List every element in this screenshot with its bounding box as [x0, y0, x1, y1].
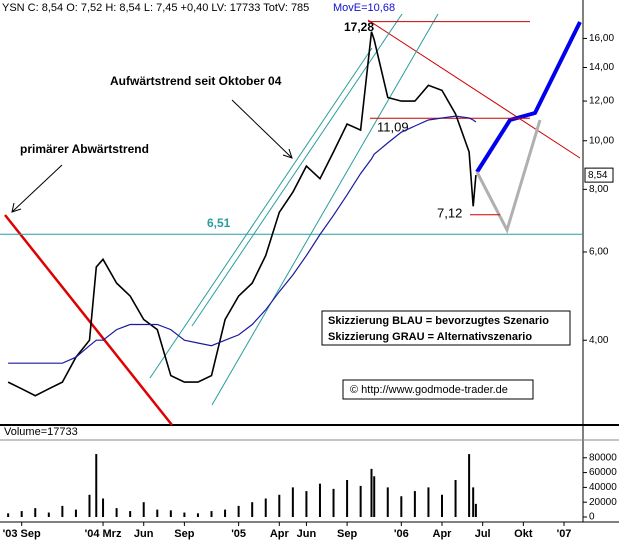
y-tick-label: 16,00 — [589, 33, 614, 44]
volume-tick-label: 60000 — [589, 467, 617, 478]
volume-bar — [61, 505, 64, 517]
y-tick-label: 10,00 — [589, 135, 614, 146]
channel-mid — [149, 47, 373, 379]
x-tick-label: '04 Mrz — [85, 528, 122, 540]
volume-bar — [237, 505, 240, 517]
x-tick-label: '03 Sep — [3, 528, 41, 540]
volume-bar — [454, 479, 457, 517]
volume-tick-label: 0 — [589, 512, 595, 523]
volume-bar — [346, 479, 349, 517]
y-tick-label: 8,00 — [589, 184, 609, 195]
x-tick-label: '05 — [231, 528, 246, 540]
volume-bar — [129, 511, 132, 517]
level-label: 6,51 — [207, 216, 231, 230]
y-tick-label: 12,00 — [589, 96, 614, 107]
volume-bar — [264, 498, 267, 517]
source-box — [342, 379, 534, 400]
arrow — [231, 99, 293, 159]
volume-bar — [156, 509, 159, 517]
volume-bar — [34, 508, 37, 517]
volume-bar — [440, 494, 443, 517]
volume-tick-label: 20000 — [589, 497, 617, 508]
volume-bar — [47, 512, 50, 517]
source: © http://www.godmode-trader.de — [350, 384, 508, 396]
volume-bar — [20, 511, 23, 517]
volume-bar — [472, 487, 475, 517]
volume-bar — [169, 510, 172, 517]
x-tick-label: Sep — [174, 528, 194, 540]
volume-bar — [468, 454, 471, 517]
volume-bar — [142, 502, 145, 517]
volume-bar — [102, 498, 105, 517]
y-tick-label: 14,00 — [589, 62, 614, 73]
volume-bar — [370, 468, 373, 517]
volume-bar — [196, 513, 199, 517]
last-price-box — [584, 167, 614, 183]
channel-lower — [211, 13, 439, 406]
scenario-blue — [475, 21, 582, 174]
x-tick-label: Okt — [514, 528, 533, 540]
volume-bar — [115, 508, 118, 517]
x-tick-label: Apr — [433, 528, 453, 540]
volume-tick-label: 80000 — [589, 452, 617, 463]
x-tick-label: '07 — [557, 528, 572, 540]
x-tick-label: '06 — [394, 528, 409, 540]
volume-bar — [400, 496, 403, 517]
x-tick-label: Sep — [337, 528, 357, 540]
scenario-gray — [475, 119, 542, 234]
header: YSN C: 8,54 O: 7,52 H: 8,54 L: 7,45 +0,4… — [2, 2, 309, 14]
arrowhead — [11, 202, 22, 213]
price-line — [7, 31, 477, 397]
volume-bar — [251, 502, 254, 517]
ma-label: MovE=10,68 — [333, 2, 395, 14]
resistance-line — [367, 19, 581, 159]
y-tick-label: 6,00 — [589, 247, 609, 258]
moving-average — [8, 115, 477, 364]
downtrend-line — [4, 214, 173, 426]
x-tick-label: Jul — [475, 528, 491, 540]
volume-bar — [413, 491, 416, 517]
x-tick-label: Apr — [270, 528, 290, 540]
volume-bar — [291, 487, 294, 517]
annotation: primärer Abwärtstrend — [20, 142, 149, 156]
volume-bar — [332, 488, 335, 517]
last-price: 8,54 — [588, 170, 608, 181]
annotation: Skizzierung GRAU = Alternativszenario — [328, 331, 532, 343]
scenario-box — [321, 310, 571, 346]
volume-bar — [7, 513, 10, 517]
volume-bar — [278, 494, 281, 517]
volume-bar — [359, 485, 362, 517]
volume-bar — [210, 511, 213, 517]
volume-bar — [95, 454, 98, 517]
volume-title: Volume=17733 — [4, 426, 78, 438]
x-tick-label: Jun — [297, 528, 317, 540]
level-label: 17,28 — [344, 20, 374, 34]
arrowhead — [282, 148, 293, 159]
volume-bar — [386, 487, 389, 517]
arrow — [11, 164, 63, 213]
level-label: 11,09 — [377, 119, 409, 134]
volume-bar — [224, 509, 227, 517]
volume-bar — [305, 491, 308, 517]
y-tick-label: 4,00 — [589, 335, 609, 346]
x-tick-label: Jun — [134, 528, 154, 540]
volume-bar — [373, 476, 376, 517]
volume-bar — [74, 509, 77, 517]
volume-tick-label: 40000 — [589, 482, 617, 493]
annotation: Aufwärtstrend seit Oktober 04 — [110, 74, 282, 88]
annotation: Skizzierung BLAU = bevorzugtes Szenario — [328, 315, 549, 327]
volume-bar — [88, 494, 91, 517]
volume-bar — [474, 503, 477, 517]
volume-bar — [427, 487, 430, 517]
volume-bar — [183, 512, 186, 517]
level-label: 7,12 — [437, 205, 462, 220]
volume-bar — [318, 483, 321, 517]
